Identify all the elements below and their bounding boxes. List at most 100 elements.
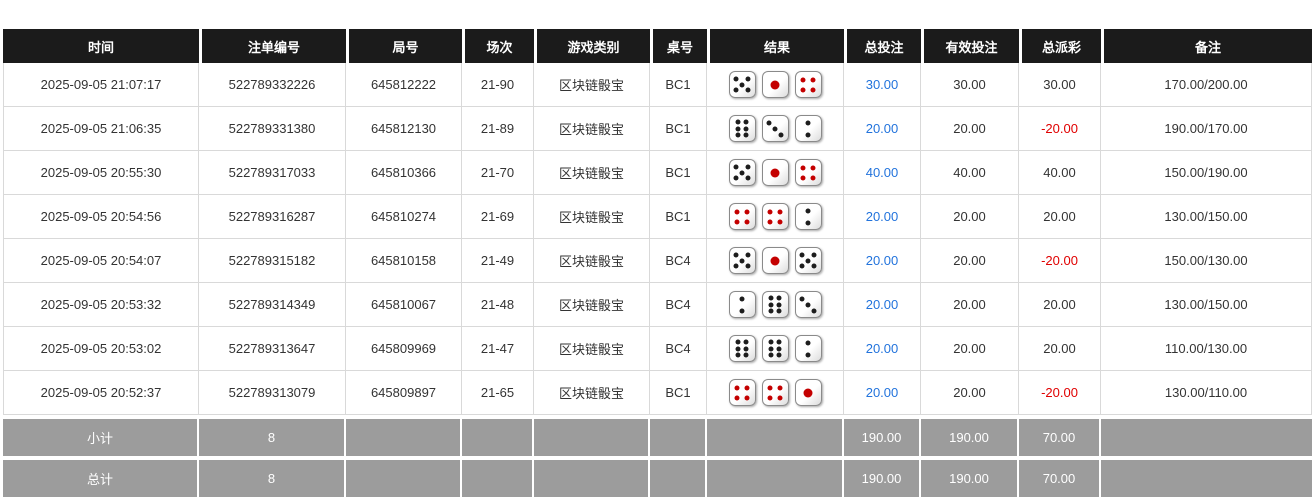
die-icon [794, 71, 822, 98]
cell-round_id: 645810158 [346, 239, 462, 283]
cell-session: 21-90 [462, 63, 534, 107]
cell-game_type: 区块链骰宝 [534, 283, 650, 327]
die-icon [728, 335, 756, 362]
cell-time: 2025-09-05 20:54:07 [3, 239, 199, 283]
die-icon [794, 335, 822, 362]
col-header-result: 结果 [707, 29, 844, 63]
die-icon [761, 379, 789, 406]
total-bet-link[interactable]: 40.00 [844, 151, 921, 195]
total-payout: 70.00 [1019, 456, 1101, 497]
bet-records-table: 时间 注单编号 局号 场次 游戏类别 桌号 结果 总投注 有效投注 总派彩 备注 2025-09-0… [3, 29, 1312, 497]
cell-payout: 30.00 [1019, 63, 1101, 107]
cell-valid_bet: 20.00 [921, 195, 1019, 239]
subtotal-payout: 70.00 [1019, 415, 1101, 456]
die-icon [794, 159, 822, 186]
die-icon [794, 291, 822, 318]
die-icon [728, 379, 756, 406]
cell-bet_id: 522789317033 [199, 151, 346, 195]
cell-bet_id: 522789332226 [199, 63, 346, 107]
cell-payout: 40.00 [1019, 151, 1101, 195]
cell-remark: 190.00/170.00 [1101, 107, 1312, 151]
summary-empty-cell [346, 456, 462, 497]
table-row: 2025-09-05 20:53:32 522789314349 645810067… [3, 283, 1312, 327]
col-header-total_bet: 总投注 [844, 29, 921, 63]
die-icon [794, 379, 822, 406]
cell-round_id: 645809897 [346, 371, 462, 415]
total-bet-link[interactable]: 20.00 [844, 239, 921, 283]
col-header-time: 时间 [3, 29, 199, 63]
cell-table_no: BC4 [650, 283, 707, 327]
col-header-bet_id: 注单编号 [199, 29, 346, 63]
cell-session: 21-48 [462, 283, 534, 327]
subtotal-total_bet: 190.00 [844, 415, 921, 456]
cell-remark: 170.00/200.00 [1101, 63, 1312, 107]
cell-session: 21-49 [462, 239, 534, 283]
cell-round_id: 645810067 [346, 283, 462, 327]
col-header-session: 场次 [462, 29, 534, 63]
table-row: 2025-09-05 21:06:35 522789331380 645812130… [3, 107, 1312, 151]
cell-session: 21-89 [462, 107, 534, 151]
summary-empty-cell [1101, 415, 1312, 456]
total-bet-link[interactable]: 20.00 [844, 371, 921, 415]
cell-remark: 150.00/190.00 [1101, 151, 1312, 195]
cell-game_type: 区块链骰宝 [534, 371, 650, 415]
total-bet-link[interactable]: 20.00 [844, 327, 921, 371]
cell-game_type: 区块链骰宝 [534, 195, 650, 239]
cell-time: 2025-09-05 20:52:37 [3, 371, 199, 415]
cell-result [707, 151, 844, 195]
grand-total-row: 总计 8 190.00 190.00 70.00 [3, 456, 1312, 497]
total-bet-link[interactable]: 30.00 [844, 63, 921, 107]
dice-result [708, 291, 842, 318]
die-icon [728, 71, 756, 98]
cell-valid_bet: 30.00 [921, 63, 1019, 107]
cell-payout: -20.00 [1019, 239, 1101, 283]
col-header-payout: 总派彩 [1019, 29, 1101, 63]
cell-result [707, 195, 844, 239]
total-bet-link[interactable]: 20.00 [844, 195, 921, 239]
die-icon [728, 247, 756, 274]
cell-session: 21-47 [462, 327, 534, 371]
cell-time: 2025-09-05 21:06:35 [3, 107, 199, 151]
cell-bet_id: 522789316287 [199, 195, 346, 239]
dice-result [708, 159, 842, 186]
subtotal-count: 8 [199, 415, 346, 456]
cell-round_id: 645810366 [346, 151, 462, 195]
cell-table_no: BC1 [650, 195, 707, 239]
cell-round_id: 645812222 [346, 63, 462, 107]
cell-bet_id: 522789331380 [199, 107, 346, 151]
die-icon [728, 159, 756, 186]
summary-empty-cell [707, 415, 844, 456]
die-icon [761, 203, 789, 230]
cell-game_type: 区块链骰宝 [534, 107, 650, 151]
die-icon [761, 159, 789, 186]
cell-remark: 130.00/150.00 [1101, 283, 1312, 327]
cell-round_id: 645810274 [346, 195, 462, 239]
cell-session: 21-70 [462, 151, 534, 195]
cell-result [707, 63, 844, 107]
cell-bet_id: 522789315182 [199, 239, 346, 283]
dice-result [708, 247, 842, 274]
cell-time: 2025-09-05 20:53:02 [3, 327, 199, 371]
cell-session: 21-69 [462, 195, 534, 239]
subtotal-label: 小计 [3, 415, 199, 456]
subtotal-valid_bet: 190.00 [921, 415, 1019, 456]
summary-empty-cell [462, 415, 534, 456]
cell-result [707, 107, 844, 151]
dice-result [708, 335, 842, 362]
total-bet-link[interactable]: 20.00 [844, 283, 921, 327]
die-icon [794, 247, 822, 274]
cell-valid_bet: 20.00 [921, 239, 1019, 283]
cell-time: 2025-09-05 20:55:30 [3, 151, 199, 195]
die-icon [761, 115, 789, 142]
cell-payout: 20.00 [1019, 283, 1101, 327]
table-row: 2025-09-05 20:54:07 522789315182 645810158… [3, 239, 1312, 283]
cell-bet_id: 522789313079 [199, 371, 346, 415]
cell-payout: -20.00 [1019, 371, 1101, 415]
cell-round_id: 645812130 [346, 107, 462, 151]
total-count: 8 [199, 456, 346, 497]
cell-time: 2025-09-05 20:53:32 [3, 283, 199, 327]
total-bet-link[interactable]: 20.00 [844, 107, 921, 151]
dice-result [708, 71, 842, 98]
cell-table_no: BC4 [650, 239, 707, 283]
